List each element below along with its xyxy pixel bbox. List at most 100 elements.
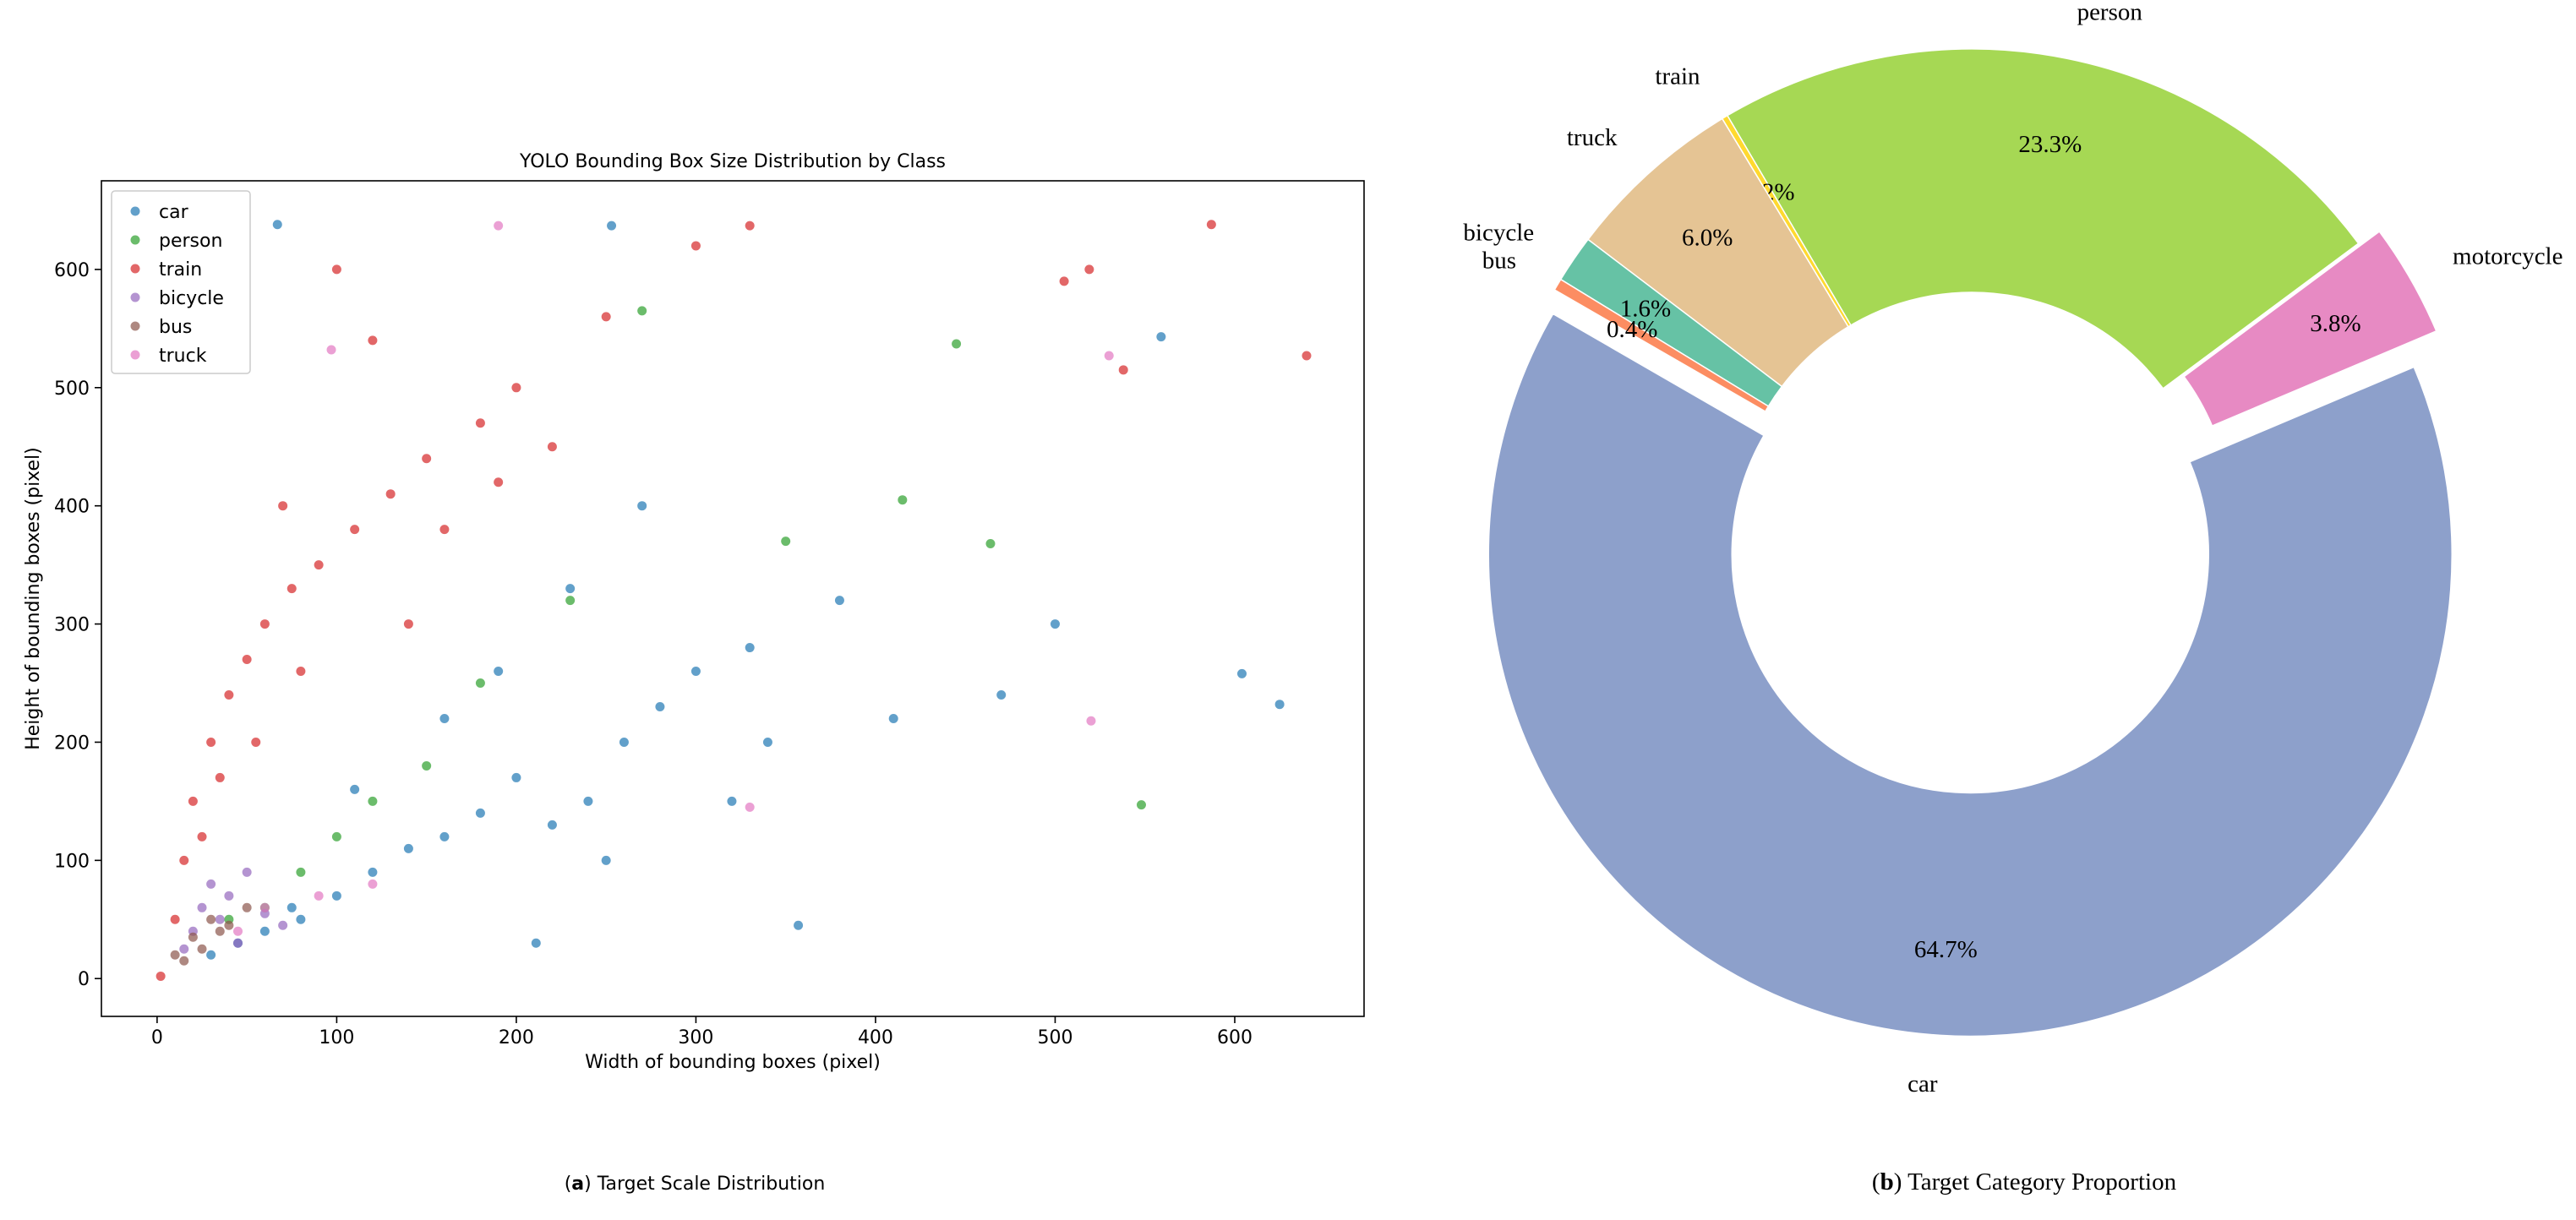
point: [985, 538, 996, 548]
point: [1236, 668, 1247, 678]
point: [224, 690, 234, 700]
point: [494, 221, 504, 231]
caption-part: b: [1880, 1168, 1894, 1195]
point: [296, 914, 306, 924]
point: [601, 855, 611, 865]
point: [794, 920, 804, 930]
point: [215, 926, 225, 936]
point: [475, 418, 485, 428]
point: [259, 902, 270, 912]
point: [996, 690, 1007, 700]
point: [188, 796, 198, 806]
legend-label: train: [159, 259, 202, 280]
wedge-label: car: [1907, 1070, 1938, 1097]
point: [326, 345, 336, 355]
point: [188, 932, 198, 942]
y-tick-label: 0: [78, 969, 90, 990]
point: [475, 808, 485, 818]
wedge: [1553, 278, 1770, 413]
point: [1050, 619, 1060, 629]
point: [422, 454, 432, 464]
point: [619, 737, 629, 747]
point: [331, 890, 341, 901]
caption-part: ) Target Scale Distribution: [584, 1174, 825, 1195]
legend-box: [111, 190, 251, 374]
point: [224, 920, 234, 930]
y-tick-label: 500: [54, 379, 90, 400]
point: [215, 914, 225, 924]
point: [242, 902, 252, 912]
point: [547, 820, 557, 830]
caption-part: (: [1872, 1168, 1880, 1195]
wedge-label: truck: [1567, 124, 1618, 151]
x-tick-label: 600: [1217, 1027, 1253, 1048]
point: [565, 596, 576, 606]
point: [242, 867, 252, 877]
point: [439, 525, 450, 535]
point: [511, 772, 521, 782]
point: [1084, 264, 1094, 275]
wedge-label: train: [1655, 63, 1700, 90]
point: [233, 938, 243, 948]
point: [179, 944, 189, 954]
point: [206, 879, 216, 889]
pie-panel: car 64.7% motorcycle 3.8% person 23.3% train 0.…: [1463, 0, 2562, 1195]
point: [331, 264, 341, 275]
point: [197, 944, 207, 954]
point: [494, 477, 504, 487]
percent-label: 1.6%: [1620, 295, 1671, 322]
y-tick-label: 100: [54, 851, 90, 872]
point: [206, 950, 216, 960]
x-tick-label: 400: [858, 1027, 893, 1048]
percent-label: 23.3%: [2018, 131, 2082, 158]
point: [368, 867, 378, 877]
point: [156, 971, 166, 981]
point: [1274, 700, 1285, 710]
percent-label: 6.0%: [1682, 225, 1733, 252]
point: [259, 619, 270, 629]
legend-label: person: [159, 231, 222, 252]
wedge-label: bus: [1482, 248, 1516, 275]
y-tick-label: 200: [54, 733, 90, 754]
point: [952, 339, 962, 349]
point: [251, 737, 261, 747]
point: [439, 713, 450, 723]
y-tick-label: 400: [54, 497, 90, 518]
point: [745, 802, 755, 812]
caption-part: ) Target Category Proportion: [1894, 1168, 2177, 1195]
point: [350, 525, 360, 535]
scatter-panel: 0 100 200 300 400 500 600 0 100 200 300 400 500 600 YO…: [23, 151, 1365, 1195]
point: [314, 560, 324, 570]
point: [331, 831, 341, 841]
point: [197, 831, 207, 841]
point: [368, 879, 378, 889]
point: [368, 796, 378, 806]
point: [601, 312, 611, 322]
point: [583, 796, 593, 806]
legend-marker: [130, 321, 140, 331]
point: [531, 938, 541, 948]
point: [233, 926, 243, 936]
point: [762, 737, 772, 747]
percent-label: 0.4%: [1607, 316, 1657, 343]
point: [888, 713, 898, 723]
point: [385, 489, 396, 499]
point: [637, 306, 647, 316]
point: [403, 843, 413, 853]
point: [745, 221, 755, 231]
chart-title: YOLO Bounding Box Size Distribution by C…: [519, 151, 946, 172]
legend-label: bus: [159, 317, 192, 338]
point: [259, 926, 270, 936]
point: [314, 890, 324, 901]
y-tick-label: 300: [54, 615, 90, 636]
point: [494, 667, 504, 677]
point: [368, 335, 378, 346]
point: [511, 383, 521, 393]
point: [206, 914, 216, 924]
point: [242, 655, 252, 665]
point: [727, 796, 737, 806]
point: [439, 831, 450, 841]
legend-marker: [130, 264, 140, 274]
point: [197, 902, 207, 912]
